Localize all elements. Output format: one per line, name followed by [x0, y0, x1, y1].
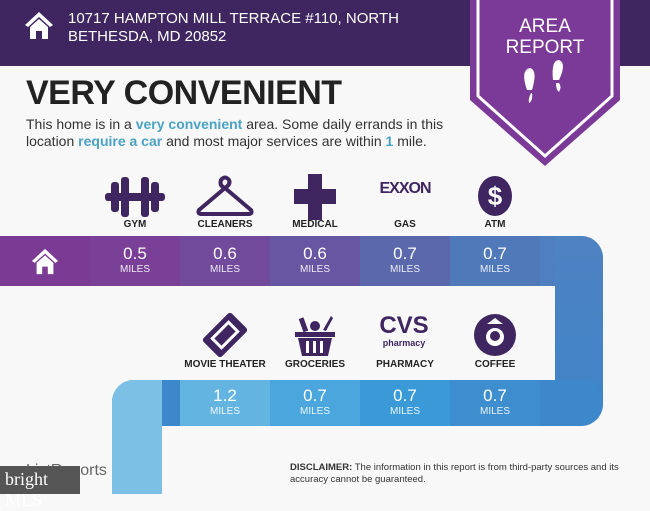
exxon-logo: EXXON — [379, 180, 431, 197]
summary-description: This home is in a very convenient area. … — [26, 116, 444, 149]
label-groceries: GROCERIES — [284, 359, 345, 370]
label-coffee: COFFEE — [474, 359, 516, 370]
hanger-icon — [196, 175, 254, 216]
label-cleaners: CLEANERS — [197, 219, 253, 230]
home-icon — [25, 12, 53, 39]
area-report-badge — [470, 0, 620, 166]
distance-cleaners: 0.6 MILES — [180, 236, 270, 286]
distance-medical: 0.6 MILES — [270, 236, 360, 286]
distance-atm: 0.7 MILES — [450, 236, 540, 286]
label-pharmacy: PHARMACY — [376, 359, 434, 370]
property-address: 10717 HAMPTON MILL TERRACE #110, NORTH B… — [68, 10, 399, 45]
badge-line2: REPORT — [505, 37, 585, 58]
dollar-icon: $ — [478, 176, 512, 216]
badge-line1: AREA — [519, 16, 571, 37]
page-title: VERY CONVENIENT — [26, 74, 342, 112]
distance-groceries: 0.7 MILES — [270, 380, 360, 426]
route-left — [112, 380, 162, 494]
label-gas: GAS — [394, 219, 416, 230]
distance-gym: 0.5 MILES — [90, 236, 180, 286]
home-icon — [31, 248, 59, 275]
dumbbell-icon — [105, 177, 165, 217]
starbucks-logo — [474, 314, 516, 356]
cvs-logo: CVS pharmacy — [379, 312, 429, 348]
distance-coffee: 0.7 MILES — [450, 380, 540, 426]
footprints-icon — [524, 60, 563, 103]
grocery-basket-icon — [295, 316, 335, 356]
label-atm: ATM — [484, 219, 506, 230]
label-gym: GYM — [123, 219, 147, 230]
medical-cross-icon — [294, 174, 336, 220]
bright-mls-watermark: bright MLS — [0, 466, 80, 510]
home-cell — [0, 236, 90, 286]
distance-gas: 0.7 MILES — [360, 236, 450, 286]
disclaimer: DISCLAIMER: The information in this repo… — [290, 462, 619, 485]
ticket-icon — [202, 312, 248, 358]
distance-movie-theater: 1.2 MILES — [180, 380, 270, 426]
svg-text:$: $ — [488, 181, 503, 211]
label-movie-theater: MOVIE THEATER — [184, 359, 266, 370]
distance-pharmacy: 0.7 MILES — [360, 380, 450, 426]
label-medical: MEDICAL — [292, 219, 338, 230]
